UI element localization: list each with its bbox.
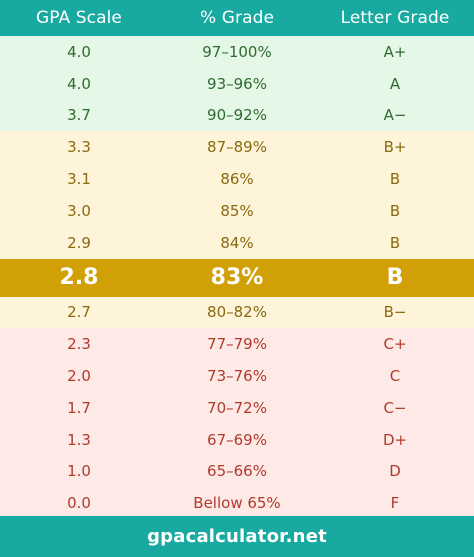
- letter-cell: A−: [383, 106, 407, 125]
- percent-cell: 70–72%: [207, 398, 267, 417]
- letter-cell: A+: [383, 42, 407, 61]
- letter-cell: B: [386, 265, 404, 291]
- letter-cell: B: [389, 233, 401, 252]
- table-row: 0.0 Bellow 65% F: [0, 487, 474, 520]
- percent-cell: 83%: [210, 265, 264, 291]
- gpa-cell: 2.8: [59, 265, 99, 291]
- site-url: gpacalculator.net: [147, 526, 327, 547]
- letter-cell: B+: [383, 138, 407, 157]
- site-footer: gpacalculator.net: [0, 516, 474, 557]
- table-row: 2.3 77–79% C+: [0, 328, 474, 361]
- letter-cell: C: [389, 367, 401, 386]
- header-percent-grade: % Grade: [199, 8, 275, 28]
- gpa-cell: 3.0: [67, 201, 91, 220]
- letter-cell: B−: [383, 303, 407, 322]
- gpa-cell: 2.3: [67, 335, 91, 354]
- gpa-cell: 3.1: [67, 170, 91, 189]
- percent-cell: 90–92%: [207, 106, 267, 125]
- percent-cell: 77–79%: [207, 335, 267, 354]
- gpa-cell: 3.7: [67, 106, 91, 125]
- table-row: 3.0 85% B: [0, 194, 474, 227]
- table-row: 2.9 84% B: [0, 226, 474, 259]
- gpa-cell: 2.9: [67, 233, 91, 252]
- gpa-cell: 3.3: [67, 138, 91, 157]
- percent-cell: 65–66%: [207, 462, 267, 481]
- header-letter-grade: Letter Grade: [340, 8, 450, 28]
- table-row: 3.7 90–92% A−: [0, 99, 474, 132]
- letter-cell: B: [389, 201, 401, 220]
- gpa-cell: 1.7: [67, 398, 91, 417]
- percent-cell: 86%: [220, 170, 254, 189]
- gpa-cell: 1.0: [67, 462, 91, 481]
- table-row: 4.0 97–100% A+: [0, 36, 474, 68]
- letter-cell: B: [389, 170, 401, 189]
- letter-cell: F: [390, 494, 400, 513]
- percent-cell: 85%: [220, 201, 254, 220]
- highlighted-row: 2.8 83% B: [0, 258, 474, 297]
- percent-cell: 97–100%: [202, 42, 272, 61]
- percent-cell: Bellow 65%: [193, 494, 281, 513]
- percent-cell: 93–96%: [207, 74, 267, 93]
- table-row: 1.0 65–66% D: [0, 455, 474, 488]
- gpa-cell: 0.0: [67, 494, 91, 513]
- percent-cell: 87–89%: [207, 138, 267, 157]
- table-header: GPA Scale % Grade Letter Grade: [0, 0, 474, 36]
- letter-cell: A: [389, 74, 401, 93]
- letter-cell: D+: [382, 430, 408, 449]
- letter-cell: C−: [383, 398, 407, 417]
- percent-cell: 67–69%: [207, 430, 267, 449]
- table-row: 3.1 86% B: [0, 163, 474, 195]
- table-row: 3.3 87–89% B+: [0, 131, 474, 164]
- gpa-cell: 2.7: [67, 303, 91, 322]
- table-row: 4.0 93–96% A: [0, 67, 474, 100]
- gpa-cell: 1.3: [67, 430, 91, 449]
- gpa-cell: 4.0: [67, 42, 91, 61]
- table-row: 2.0 73–76% C: [0, 360, 474, 392]
- gpa-cell: 2.0: [67, 367, 91, 386]
- percent-cell: 84%: [220, 233, 254, 252]
- letter-cell: C+: [383, 335, 407, 354]
- letter-cell: D: [389, 462, 401, 481]
- header-gpa-scale: GPA Scale: [35, 8, 122, 28]
- gpa-cell: 4.0: [67, 74, 91, 93]
- percent-cell: 73–76%: [207, 367, 267, 386]
- table-row: 1.3 67–69% D+: [0, 423, 474, 456]
- table-row: 1.7 70–72% C−: [0, 391, 474, 424]
- percent-cell: 80–82%: [207, 303, 267, 322]
- table-row: 2.7 80–82% B−: [0, 296, 474, 329]
